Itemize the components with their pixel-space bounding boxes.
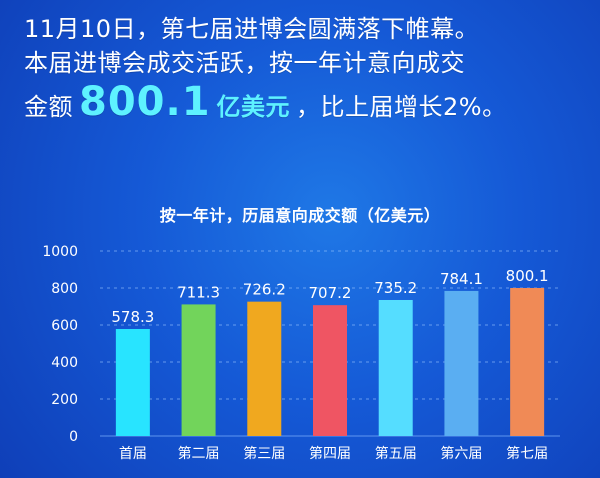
bar-value-label: 800.1 bbox=[506, 267, 549, 285]
bar bbox=[115, 329, 150, 436]
x-tick-label: 第六届 bbox=[440, 445, 482, 462]
headline-amount-unit: 亿美元 bbox=[216, 93, 291, 121]
chart-title: 按一年计，历届意向成交额（亿美元） bbox=[159, 206, 441, 225]
bar bbox=[181, 304, 216, 436]
headline-line-2: 本届进博会成交活跃，按一年计意向成交 bbox=[24, 49, 465, 77]
x-tick-label: 第四届 bbox=[309, 445, 351, 462]
y-tick-label: 1000 bbox=[42, 244, 78, 260]
x-tick-label: 第二届 bbox=[178, 445, 220, 462]
y-tick-label: 0 bbox=[69, 429, 78, 445]
bar-value-label: 735.2 bbox=[374, 279, 417, 297]
headline: 11月10日，第七届进博会圆满落下帷幕。 本届进博会成交活跃，按一年计意向成交 … bbox=[24, 12, 584, 124]
bar-value-label: 784.1 bbox=[440, 270, 483, 288]
x-tick-label: 第五届 bbox=[375, 445, 417, 462]
headline-line-3: 金额 800.1 亿美元 ，比上届增长2%。 bbox=[24, 82, 584, 124]
bar-value-label: 707.2 bbox=[309, 284, 352, 302]
y-tick-label: 400 bbox=[51, 355, 78, 371]
bar bbox=[510, 287, 545, 436]
bar bbox=[247, 301, 282, 436]
x-tick-label: 首届 bbox=[119, 446, 147, 462]
y-tick-label: 800 bbox=[51, 281, 78, 297]
bar-value-label: 711.3 bbox=[177, 283, 220, 301]
bar bbox=[313, 305, 347, 436]
bar-value-label: 578.3 bbox=[111, 308, 154, 326]
y-tick-label: 200 bbox=[51, 392, 78, 408]
y-tick-label: 600 bbox=[51, 318, 78, 334]
headline-amount: 800.1 bbox=[79, 79, 211, 125]
x-tick-label: 第七届 bbox=[506, 445, 548, 462]
headline-line-1: 11月10日，第七届进博会圆满落下帷幕。 bbox=[24, 15, 480, 43]
headline-line-3-suffix: ，比上届增长2%。 bbox=[296, 93, 507, 121]
bar-value-label: 726.2 bbox=[243, 281, 286, 299]
bar bbox=[444, 290, 479, 436]
headline-line-3-prefix: 金额 bbox=[24, 93, 73, 121]
x-tick-label: 第三届 bbox=[243, 445, 285, 462]
bar bbox=[378, 299, 413, 436]
